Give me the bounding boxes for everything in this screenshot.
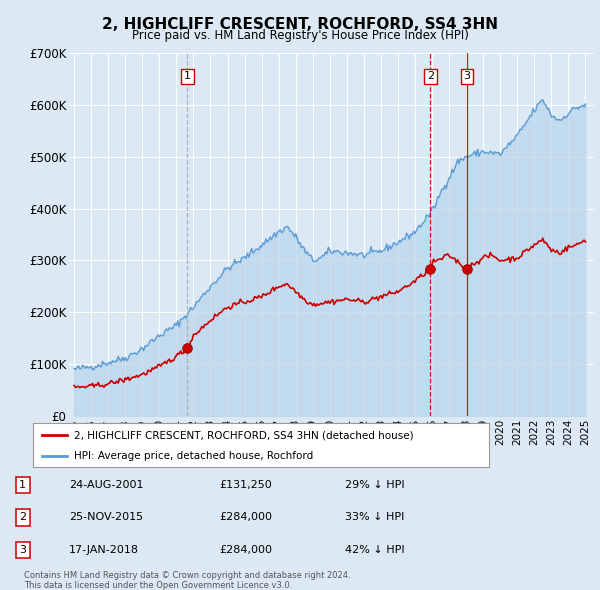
Text: 2, HIGHCLIFF CRESCENT, ROCHFORD, SS4 3HN: 2, HIGHCLIFF CRESCENT, ROCHFORD, SS4 3HN	[102, 17, 498, 31]
Text: 17-JAN-2018: 17-JAN-2018	[69, 545, 139, 555]
Text: 1: 1	[184, 71, 191, 81]
Text: 1: 1	[19, 480, 26, 490]
Text: 29% ↓ HPI: 29% ↓ HPI	[345, 480, 404, 490]
Text: £284,000: £284,000	[219, 513, 272, 522]
Text: 2, HIGHCLIFF CRESCENT, ROCHFORD, SS4 3HN (detached house): 2, HIGHCLIFF CRESCENT, ROCHFORD, SS4 3HN…	[74, 431, 413, 440]
Text: This data is licensed under the Open Government Licence v3.0.: This data is licensed under the Open Gov…	[24, 581, 292, 589]
Text: £131,250: £131,250	[219, 480, 272, 490]
Text: Price paid vs. HM Land Registry's House Price Index (HPI): Price paid vs. HM Land Registry's House …	[131, 30, 469, 42]
Text: 2: 2	[427, 71, 434, 81]
Text: Contains HM Land Registry data © Crown copyright and database right 2024.: Contains HM Land Registry data © Crown c…	[24, 571, 350, 580]
Text: 2: 2	[19, 513, 26, 522]
Text: HPI: Average price, detached house, Rochford: HPI: Average price, detached house, Roch…	[74, 451, 313, 461]
Text: 33% ↓ HPI: 33% ↓ HPI	[345, 513, 404, 522]
Text: £284,000: £284,000	[219, 545, 272, 555]
Text: 25-NOV-2015: 25-NOV-2015	[69, 513, 143, 522]
Text: 3: 3	[19, 545, 26, 555]
Text: 24-AUG-2001: 24-AUG-2001	[69, 480, 143, 490]
Text: 3: 3	[463, 71, 470, 81]
Text: 42% ↓ HPI: 42% ↓ HPI	[345, 545, 404, 555]
